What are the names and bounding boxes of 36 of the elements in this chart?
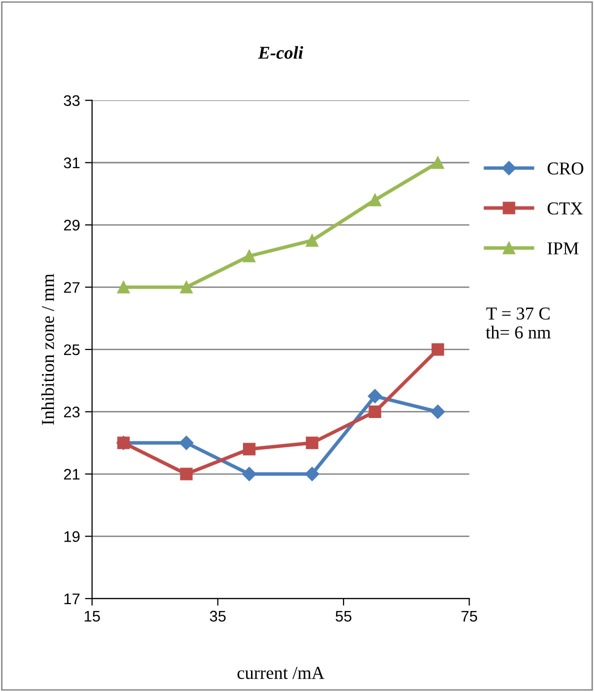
- y-tick-label: 17: [64, 594, 80, 604]
- point: [306, 436, 318, 450]
- point: [306, 234, 318, 247]
- y-tick-label: 27: [64, 282, 80, 293]
- x-tick-label: 35: [210, 610, 226, 622]
- x-tick-label: 15: [84, 610, 100, 622]
- point: [368, 405, 382, 418]
- point: [430, 404, 445, 419]
- y-tick-label: 25: [64, 344, 80, 356]
- chart-title: E-coli: [258, 46, 304, 59]
- point: [242, 442, 256, 456]
- x-tick-label: 75: [462, 610, 478, 622]
- point: [368, 389, 382, 404]
- legend-label: CTX: [548, 202, 583, 215]
- point: [180, 468, 193, 480]
- legend-label: CRO: [548, 162, 584, 175]
- point: [242, 466, 256, 482]
- x-tick-label: 55: [336, 610, 352, 622]
- y-tick-label: 29: [64, 220, 80, 231]
- point: [305, 466, 320, 482]
- y-tick-label: 31: [64, 157, 80, 168]
- text: T = 37 C th= 6 nm: [486, 307, 551, 339]
- y-tick-label: 33: [64, 95, 80, 106]
- y-axis-title: Inhibition zone / mm: [41, 274, 54, 425]
- point: [432, 343, 444, 356]
- point: [242, 250, 256, 262]
- point: [432, 156, 444, 169]
- y-tick-label: 21: [64, 468, 80, 480]
- point: [368, 194, 382, 206]
- legend-label: IPM: [548, 242, 578, 254]
- point: [117, 280, 130, 294]
- y-tick-label: 23: [64, 406, 80, 418]
- y-tick-label: 19: [64, 531, 80, 542]
- point: [180, 280, 193, 294]
- x-axis-title: current /mA: [237, 666, 324, 679]
- point: [179, 436, 194, 450]
